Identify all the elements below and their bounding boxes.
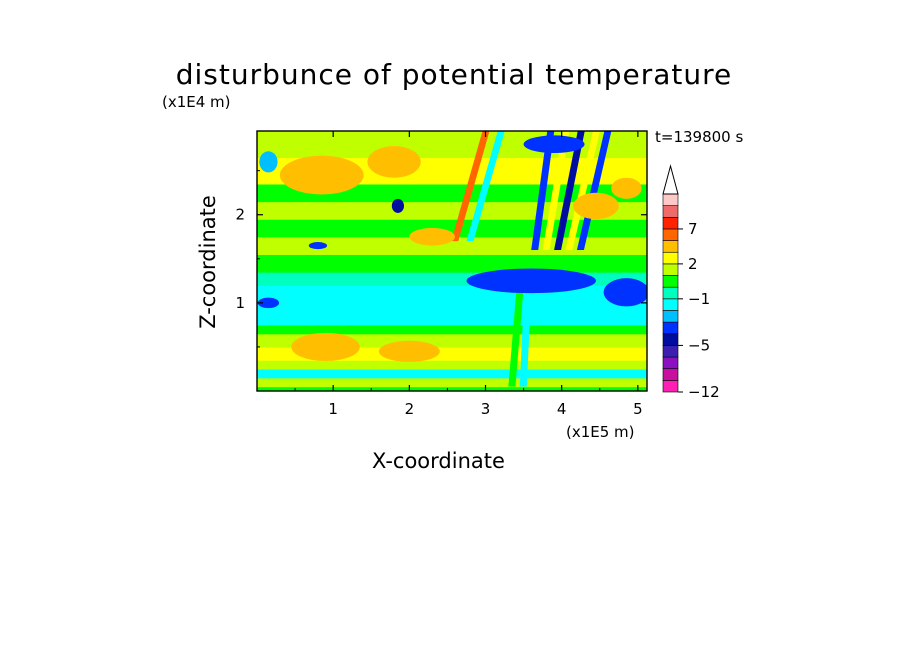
colorbar-swatch [662, 380, 679, 393]
contour-band [257, 360, 647, 370]
colorbar-swatch [662, 321, 679, 335]
contour-band [257, 368, 647, 379]
contour-feature [259, 151, 278, 173]
x-axis: 1 2 3 4 5 [294, 131, 643, 418]
colorbar-swatch [662, 228, 679, 241]
contour-band [257, 183, 647, 203]
x-tick-label: 2 [405, 400, 415, 418]
colorbar-swatch [662, 251, 679, 265]
colorbar-tick-label: −12 [688, 383, 720, 401]
x-axis-multiplier: (x1E5 m) [566, 423, 635, 441]
colorbar-tick-label: 2 [688, 255, 698, 273]
y-tick-label: 1 [235, 294, 245, 312]
wave-streak [576, 131, 612, 250]
contour-band [257, 377, 647, 388]
wave-streak [466, 131, 505, 242]
colorbar-extend-arrow [662, 164, 679, 195]
contour-feature [611, 177, 642, 199]
chart-title: disturbunce of potential temperature [175, 58, 733, 91]
contour-feature [308, 242, 328, 250]
colorbar-tick-label: 7 [688, 220, 698, 238]
colorbar-tick-label: −5 [688, 336, 710, 354]
colorbar-swatch [662, 275, 679, 288]
wave-streak [531, 131, 555, 250]
wave-streak [451, 131, 490, 242]
colorbar-swatch [662, 205, 679, 218]
colorbar-swatch [662, 286, 679, 300]
contour-band [257, 386, 647, 391]
colorbar-tick-label: −1 [688, 290, 710, 308]
x-axis-label: X-coordinate [372, 449, 505, 473]
contour-feature [257, 297, 280, 309]
contour-feature [291, 332, 360, 362]
contour-band [257, 254, 647, 273]
y-tick-label: 2 [235, 206, 245, 224]
contour-band [257, 324, 647, 335]
colorbar-swatch [662, 263, 679, 276]
contour-feature [603, 278, 647, 307]
colorbar-swatch [662, 310, 679, 323]
colorbar-swatch [662, 193, 679, 206]
contour-band [257, 285, 647, 326]
x-tick-label: 5 [633, 400, 643, 418]
contour-feature [391, 198, 405, 213]
colorbar-swatch [662, 356, 679, 370]
contour-feature [573, 192, 619, 220]
x-tick-label: 1 [328, 400, 338, 418]
contour-feature [367, 145, 421, 178]
contour-feature [466, 268, 596, 294]
contour-feature [378, 340, 440, 362]
colorbar-swatch [662, 368, 679, 381]
y-axis-multiplier: (x1E4 m) [162, 93, 231, 111]
plot-frame [256, 130, 648, 392]
wave-streak [565, 131, 600, 250]
colorbar-swatch [662, 333, 679, 346]
x-tick-label: 4 [557, 400, 567, 418]
contour-feature [279, 155, 364, 195]
wave-streak [519, 285, 532, 387]
colorbar-swatch [662, 345, 679, 358]
colorbar-swatch [662, 298, 679, 311]
contour-field [257, 131, 647, 391]
wave-streak [542, 131, 570, 250]
x-tick-label: 3 [481, 400, 491, 418]
colorbar: −12−5−127 [662, 164, 720, 401]
wave-streak [554, 131, 585, 250]
wave-streak [508, 285, 524, 387]
colorbar-swatch [662, 216, 679, 230]
colorbar-swatch [662, 240, 679, 253]
contour-feature [409, 227, 456, 246]
time-label: t=139800 s [655, 128, 744, 146]
y-axis: 12 [235, 170, 647, 348]
contour-feature [523, 135, 585, 154]
